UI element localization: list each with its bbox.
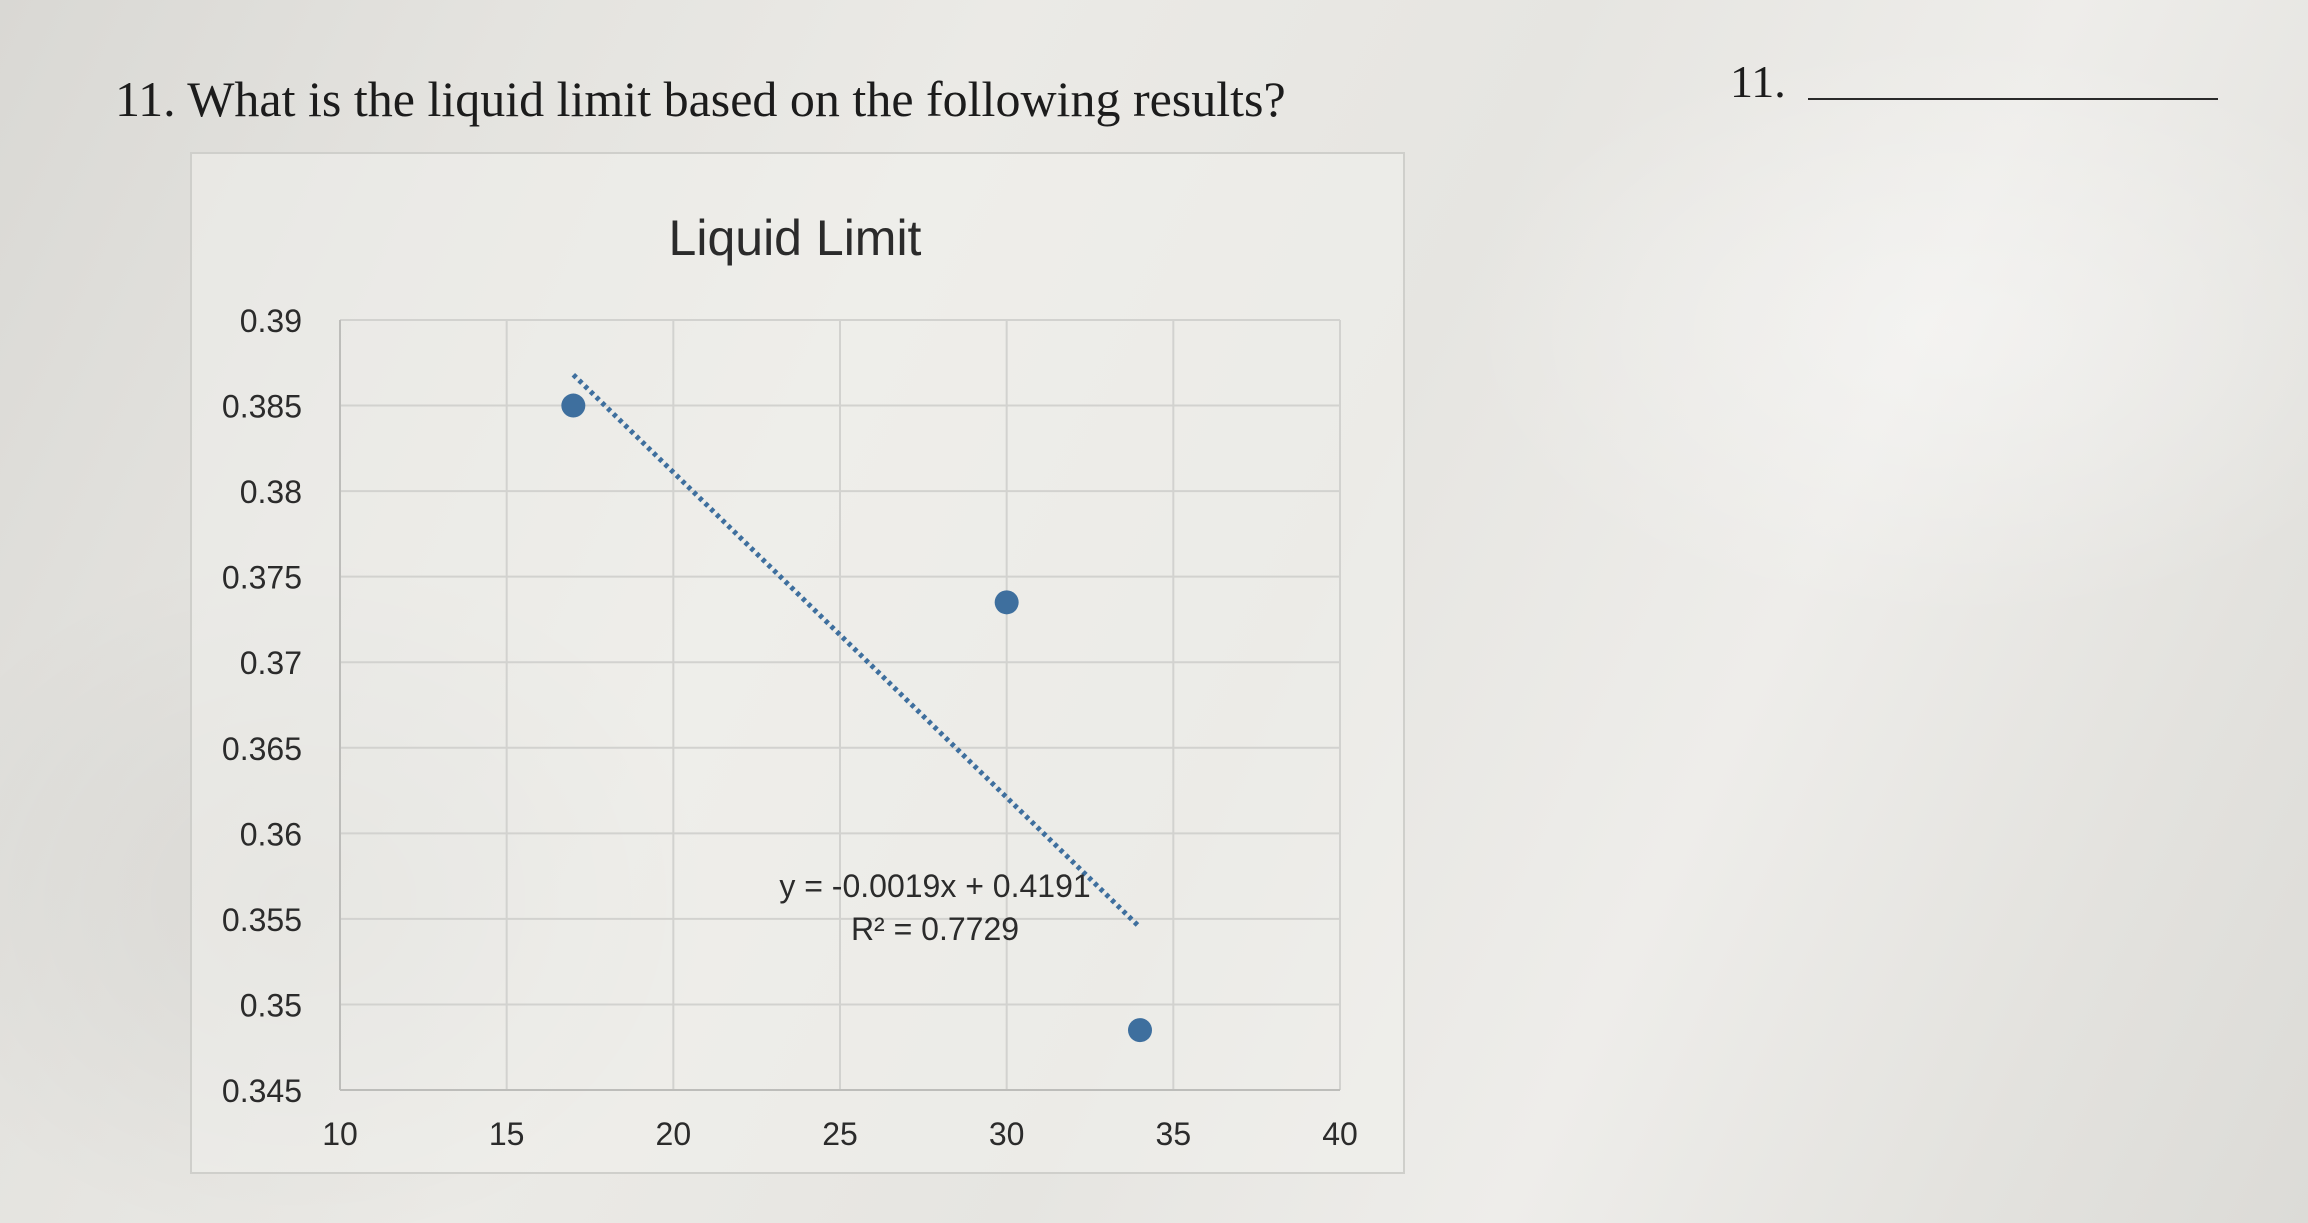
- answer-number: 11.: [1730, 56, 1786, 107]
- data-point: [561, 393, 586, 418]
- x-tick-label: 20: [656, 1116, 692, 1152]
- x-tick-label: 40: [1322, 1116, 1358, 1152]
- y-tick-label: 0.385: [222, 389, 302, 425]
- y-tick-label: 0.39: [240, 303, 302, 339]
- trendline: [571, 372, 1142, 930]
- x-tick-label: 15: [489, 1116, 525, 1152]
- answer-blank-line[interactable]: [1808, 98, 2218, 100]
- y-tick-label: 0.375: [222, 560, 302, 596]
- question-text: 11. What is the liquid limit based on th…: [115, 71, 1286, 127]
- trendline-r-squared: R² = 0.7729: [851, 911, 1019, 947]
- trendline-group: [571, 372, 1142, 930]
- y-tick-label: 0.355: [222, 902, 302, 938]
- grid-lines: [340, 319, 1341, 1090]
- y-tick-label: 0.365: [222, 731, 302, 767]
- trendline-equation: y = -0.0019x + 0.4191: [779, 868, 1090, 904]
- x-tick-label: 30: [989, 1116, 1025, 1152]
- x-tick-label: 10: [322, 1116, 358, 1152]
- trendline-annotation: y = -0.0019x + 0.4191 R² = 0.7729: [779, 868, 1090, 947]
- x-tick-label: 25: [822, 1116, 858, 1152]
- axes: [339, 320, 1340, 1091]
- x-tick-label: 35: [1156, 1116, 1192, 1152]
- data-points: [561, 393, 1152, 1043]
- y-tick-label: 0.35: [240, 987, 302, 1023]
- tick-labels: 10 15 20 25 30 35 40 0.39 0.385 0.38 0.375 0.37 0.36…: [222, 303, 1358, 1152]
- answer-block: 11.: [1730, 55, 2230, 115]
- data-point: [1128, 1018, 1152, 1043]
- y-tick-label: 0.345: [222, 1073, 302, 1109]
- chart-title: Liquid Limit: [669, 210, 922, 266]
- data-point: [994, 590, 1019, 615]
- y-tick-label: 0.38: [240, 474, 302, 510]
- y-tick-label: 0.37: [240, 645, 302, 681]
- y-tick-label: 0.36: [240, 816, 302, 852]
